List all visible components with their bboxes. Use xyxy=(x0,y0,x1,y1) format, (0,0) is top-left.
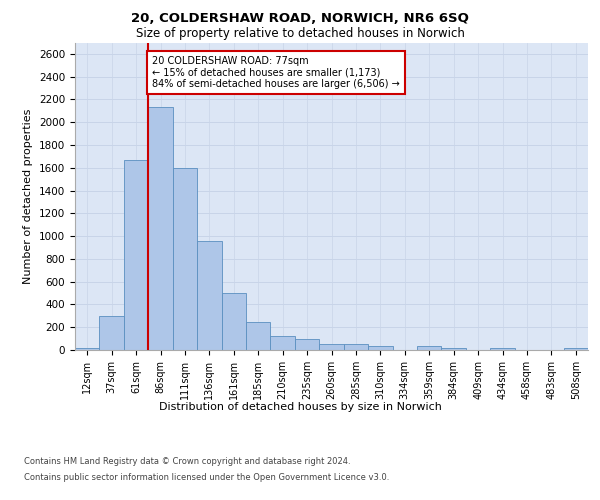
Text: 20, COLDERSHAW ROAD, NORWICH, NR6 6SQ: 20, COLDERSHAW ROAD, NORWICH, NR6 6SQ xyxy=(131,12,469,26)
Bar xyxy=(417,346,442,350)
Bar xyxy=(295,338,319,350)
Bar xyxy=(490,348,515,350)
Bar xyxy=(124,160,148,350)
Text: Contains HM Land Registry data © Crown copyright and database right 2024.: Contains HM Land Registry data © Crown c… xyxy=(24,458,350,466)
Bar xyxy=(148,108,173,350)
Bar xyxy=(368,346,392,350)
Text: 20 COLDERSHAW ROAD: 77sqm
← 15% of detached houses are smaller (1,173)
84% of se: 20 COLDERSHAW ROAD: 77sqm ← 15% of detac… xyxy=(152,56,400,90)
Bar xyxy=(319,344,344,350)
Bar xyxy=(100,316,124,350)
Bar xyxy=(563,348,588,350)
Bar xyxy=(271,336,295,350)
Bar xyxy=(442,348,466,350)
Bar xyxy=(221,293,246,350)
Bar xyxy=(344,344,368,350)
Y-axis label: Number of detached properties: Number of detached properties xyxy=(23,108,34,284)
Bar xyxy=(197,240,221,350)
Text: Distribution of detached houses by size in Norwich: Distribution of detached houses by size … xyxy=(158,402,442,412)
Text: Size of property relative to detached houses in Norwich: Size of property relative to detached ho… xyxy=(136,28,464,40)
Bar xyxy=(173,168,197,350)
Text: Contains public sector information licensed under the Open Government Licence v3: Contains public sector information licen… xyxy=(24,472,389,482)
Bar xyxy=(246,322,271,350)
Bar xyxy=(75,348,100,350)
